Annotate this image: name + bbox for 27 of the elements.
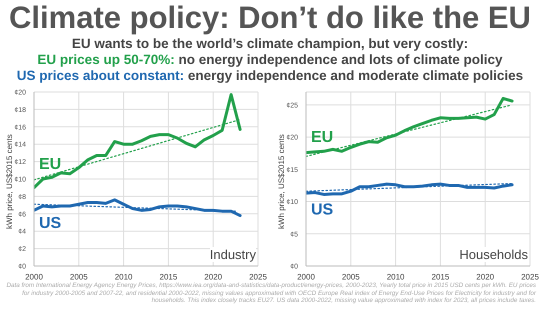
series-label: US bbox=[38, 214, 62, 232]
annotation: Industry bbox=[210, 247, 256, 262]
x-tick-label: 2025 bbox=[249, 272, 268, 282]
x-tick-label: 2005 bbox=[342, 272, 360, 282]
x-tick-label: 2015 bbox=[160, 272, 178, 282]
x-tick-label: 2010 bbox=[114, 272, 134, 282]
y-axis-title: kWh price, US$2015 cents bbox=[4, 134, 14, 229]
x-tick-label: 2020 bbox=[204, 272, 223, 282]
text: EU prices up 50-70%: no energy independence and lots of climate policy bbox=[36, 52, 504, 68]
series-label: EU bbox=[310, 128, 334, 146]
y-axis-title: kWh price, US$2015 cents bbox=[276, 134, 286, 229]
x-tick-label: 2005 bbox=[70, 272, 88, 282]
chart-title: Climate policy: Don’t do like the EU bbox=[8, 0, 532, 36]
line-series bbox=[34, 198, 242, 218]
line-series bbox=[34, 93, 242, 190]
chart-subtitle: EU wants to be the world’s climate champion, but very costly: bbox=[70, 36, 470, 52]
series-label: US bbox=[310, 202, 334, 219]
annotation: Households bbox=[459, 247, 528, 262]
series-label: EU bbox=[38, 156, 62, 173]
x-tick-label: 2010 bbox=[386, 272, 406, 282]
x-tick-label: 2025 bbox=[521, 272, 540, 282]
x-tick-label: 2020 bbox=[476, 272, 495, 282]
x-tick-label: 2015 bbox=[432, 272, 450, 282]
x-tick-label: 2000 bbox=[297, 272, 316, 282]
text: US prices about constant: energy independence and moderate climate policies bbox=[16, 68, 524, 84]
line-series bbox=[306, 96, 514, 154]
x-tick-label: 2000 bbox=[25, 272, 44, 282]
